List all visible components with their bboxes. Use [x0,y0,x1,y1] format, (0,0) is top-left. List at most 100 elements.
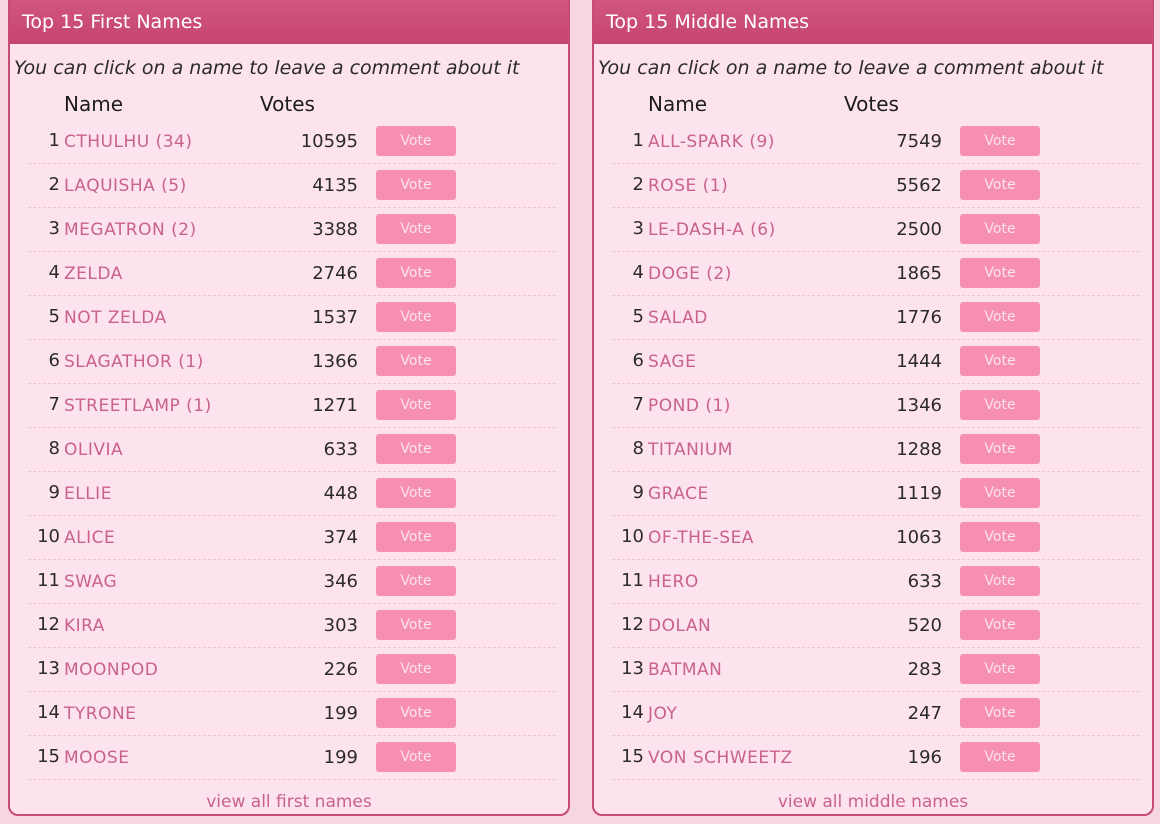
middle-names-panel: Top 15 Middle Names You can click on a n… [592,0,1154,816]
name-link[interactable]: JOY [648,704,678,724]
name-link[interactable]: TITANIUM [648,440,733,460]
name-link[interactable]: DOGE (2) [648,264,732,284]
vote-button[interactable]: Vote [960,302,1040,332]
name-link[interactable]: VON SCHWEETZ [648,748,793,768]
name-link[interactable]: SALAD [648,308,708,328]
name-list: 1 ALL-SPARK (9) 7549 Vote 2 ROSE (1) 5562 Vote 3… [594,120,1152,780]
vote-count: 1366 [312,351,358,372]
rank-number: 13 [621,658,644,679]
vote-count: 1119 [896,483,942,504]
vote-button[interactable]: Vote [960,434,1040,464]
vote-button[interactable]: Vote [376,610,456,640]
name-link[interactable]: CTHULHU (34) [64,132,193,152]
vote-button[interactable]: Vote [960,346,1040,376]
vote-count: 1537 [312,307,358,328]
table-row: 1 CTHULHU (34) 10595 Vote [28,120,556,164]
name-link[interactable]: MOOSE [64,748,130,768]
vote-button[interactable]: Vote [376,170,456,200]
rank-number: 10 [621,526,644,547]
table-row: 1 ALL-SPARK (9) 7549 Vote [612,120,1140,164]
vote-button[interactable]: Vote [960,522,1040,552]
vote-button[interactable]: Vote [376,742,456,772]
table-row: 15 VON SCHWEETZ 196 Vote [612,736,1140,780]
vote-button[interactable]: Vote [376,302,456,332]
table-row: 12 DOLAN 520 Vote [612,604,1140,648]
panel-title: Top 15 Middle Names [594,0,1152,44]
vote-button[interactable]: Vote [960,610,1040,640]
vote-button[interactable]: Vote [960,566,1040,596]
rank-number: 7 [632,394,644,415]
rank-number: 3 [632,218,644,239]
vote-button[interactable]: Vote [376,258,456,288]
vote-count: 247 [907,703,942,724]
name-link[interactable]: SLAGATHOR (1) [64,352,204,372]
vote-button[interactable]: Vote [376,522,456,552]
vote-button[interactable]: Vote [960,214,1040,244]
rank-number: 15 [37,746,60,767]
name-link[interactable]: ALICE [64,528,116,548]
vote-button[interactable]: Vote [960,478,1040,508]
vote-button[interactable]: Vote [376,214,456,244]
name-column-header: Name [64,92,124,116]
name-link[interactable]: ALL-SPARK (9) [648,132,775,152]
vote-count: 2500 [896,219,942,240]
rank-number: 15 [621,746,644,767]
vote-button[interactable]: Vote [376,566,456,596]
rank-number: 6 [632,350,644,371]
name-link[interactable]: NOT ZELDA [64,308,167,328]
name-link[interactable]: DOLAN [648,616,712,636]
vote-button[interactable]: Vote [960,742,1040,772]
view-all-first-names-link[interactable]: view all first names [206,792,372,812]
vote-button[interactable]: Vote [376,126,456,156]
name-link[interactable]: LE-DASH-A (6) [648,220,776,240]
name-column-header: Name [648,92,708,116]
rank-number: 1 [48,130,60,151]
name-link[interactable]: STREETLAMP (1) [64,396,212,416]
name-link[interactable]: ROSE (1) [648,176,729,196]
name-link[interactable]: BATMAN [648,660,723,680]
name-link[interactable]: HERO [648,572,699,592]
name-link[interactable]: SWAG [64,572,118,592]
name-link[interactable]: OLIVIA [64,440,124,460]
vote-count: 4135 [312,175,358,196]
table-row: 13 BATMAN 283 Vote [612,648,1140,692]
vote-count: 1776 [896,307,942,328]
name-link[interactable]: KIRA [64,616,105,636]
vote-button[interactable]: Vote [960,170,1040,200]
vote-button[interactable]: Vote [376,478,456,508]
vote-button[interactable]: Vote [960,126,1040,156]
table-row: 3 MEGATRON (2) 3388 Vote [28,208,556,252]
name-link[interactable]: OF-THE-SEA [648,528,754,548]
vote-button[interactable]: Vote [960,654,1040,684]
name-link[interactable]: MEGATRON (2) [64,220,197,240]
table-row: 4 DOGE (2) 1865 Vote [612,252,1140,296]
name-link[interactable]: SAGE [648,352,697,372]
name-link[interactable]: LAQUISHA (5) [64,176,187,196]
name-link[interactable]: MOONPOD [64,660,159,680]
first-names-panel: Top 15 First Names You can click on a na… [8,0,570,816]
vote-button[interactable]: Vote [960,258,1040,288]
vote-button[interactable]: Vote [376,390,456,420]
name-link[interactable]: ZELDA [64,264,123,284]
vote-button[interactable]: Vote [960,698,1040,728]
vote-button[interactable]: Vote [376,346,456,376]
table-row: 15 MOOSE 199 Vote [28,736,556,780]
name-link[interactable]: POND (1) [648,396,731,416]
vote-button[interactable]: Vote [960,390,1040,420]
table-row: 8 TITANIUM 1288 Vote [612,428,1140,472]
view-all-middle-names-link[interactable]: view all middle names [777,792,969,812]
vote-count: 3388 [312,219,358,240]
name-link[interactable]: ELLIE [64,484,112,504]
rank-number: 5 [632,306,644,327]
vote-button[interactable]: Vote [376,698,456,728]
rank-number: 2 [48,174,60,195]
vote-button[interactable]: Vote [376,434,456,464]
name-link[interactable]: GRACE [648,484,709,504]
vote-count: 633 [907,571,942,592]
table-row: 13 MOONPOD 226 Vote [28,648,556,692]
name-link[interactable]: TYRONE [64,704,137,724]
table-row: 11 SWAG 346 Vote [28,560,556,604]
rank-number: 4 [48,262,60,283]
vote-count: 346 [323,571,358,592]
vote-button[interactable]: Vote [376,654,456,684]
